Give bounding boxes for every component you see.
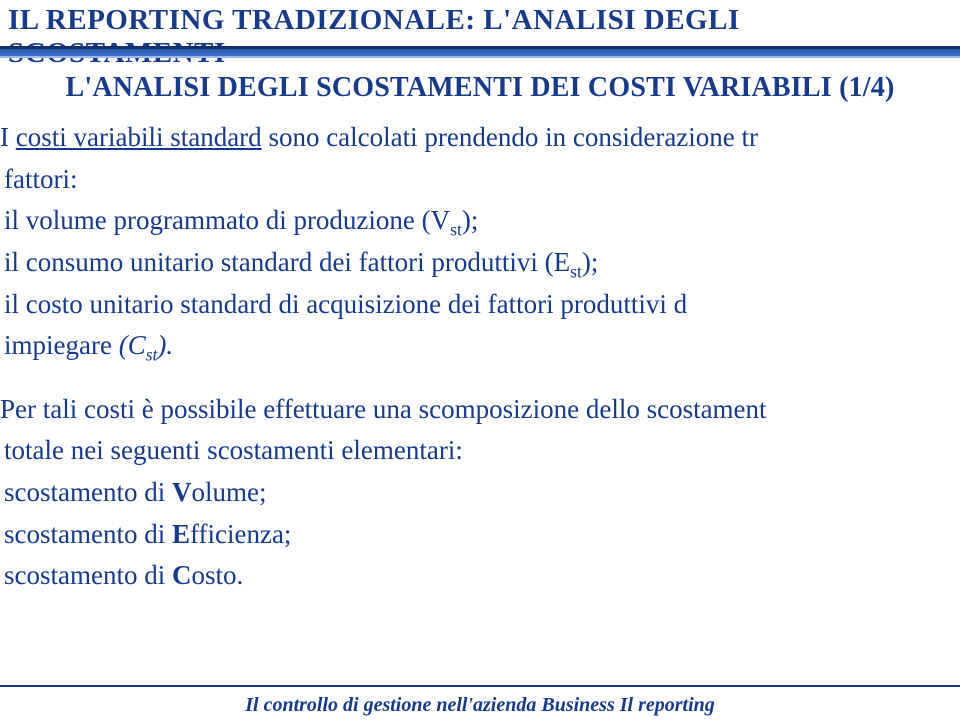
para2-bullet-3: scostamento di Costo. [0, 558, 960, 594]
bullet3b-pre: impiegare [4, 330, 119, 360]
p2b2-bold: E [172, 519, 190, 549]
p2b1-bold: V [172, 477, 192, 507]
para1-bullet-1: il volume programmato di produzione (Vst… [0, 203, 960, 239]
title-underline-bottom [0, 56, 960, 58]
para1-line2: fattori: [0, 162, 960, 198]
title-underline-body [0, 49, 960, 56]
p2b3-post: osto. [191, 560, 243, 590]
p2b1-post: olume; [191, 477, 266, 507]
bullet1-sub: st [450, 220, 462, 240]
bullet3-pre: il costo unitario standard di acquisizio… [4, 289, 687, 319]
title-underline [0, 46, 960, 58]
p2b1-pre: scostamento di [4, 477, 172, 507]
p2b3-bold: C [172, 560, 192, 590]
para2-line2: totale nei seguenti scostamenti elementa… [0, 433, 960, 469]
para2-bullet-2: scostamento di Efficienza; [0, 517, 960, 553]
footer-divider [0, 685, 960, 687]
para1-line1: I costi variabili standard sono calcolat… [0, 120, 960, 156]
para2-line1: Per tali costi è possibile effettuare un… [0, 392, 960, 428]
slide-title: IL REPORTING TRADIZIONALE: L'ANALISI DEG… [8, 4, 952, 71]
title-bar: IL REPORTING TRADIZIONALE: L'ANALISI DEG… [0, 0, 960, 81]
para1-bullet-2: il consumo unitario standard dei fattori… [0, 245, 960, 281]
slide-subtitle: L'ANALISI DEGLI SCOSTAMENTI DEI COSTI VA… [0, 72, 960, 104]
bullet3b-ital-pre: (C [119, 330, 146, 360]
body-text: I costi variabili standard sono calcolat… [0, 120, 960, 600]
para1-pre: I [0, 122, 16, 152]
bullet3b-ital: (Cst). [119, 330, 173, 360]
bullet3b-sub: st [146, 345, 158, 365]
p2b2-pre: scostamento di [4, 519, 172, 549]
para1-bullet-3: il costo unitario standard di acquisizio… [0, 287, 960, 323]
p2b2-post: fficienza; [190, 519, 291, 549]
para2-bullet-1: scostamento di Volume; [0, 475, 960, 511]
para1-post: sono calcolati prendendo in considerazio… [262, 122, 758, 152]
bullet2-post: ); [582, 247, 599, 277]
bullet1-pre: il volume programmato di produzione (V [4, 205, 450, 235]
para1-lead-term: costi variabili standard [16, 122, 262, 152]
para1-bullet-3-line2: impiegare (Cst). [0, 328, 960, 364]
p2b3-pre: scostamento di [4, 560, 172, 590]
slide: IL REPORTING TRADIZIONALE: L'ANALISI DEG… [0, 0, 960, 723]
bullet1-post: ); [462, 205, 479, 235]
bullet2-pre: il consumo unitario standard dei fattori… [4, 247, 570, 277]
bullet3b-ital-post: ). [157, 330, 173, 360]
bullet2-sub: st [570, 261, 582, 281]
footer-text: Il controllo di gestione nell'azienda Bu… [0, 694, 960, 717]
